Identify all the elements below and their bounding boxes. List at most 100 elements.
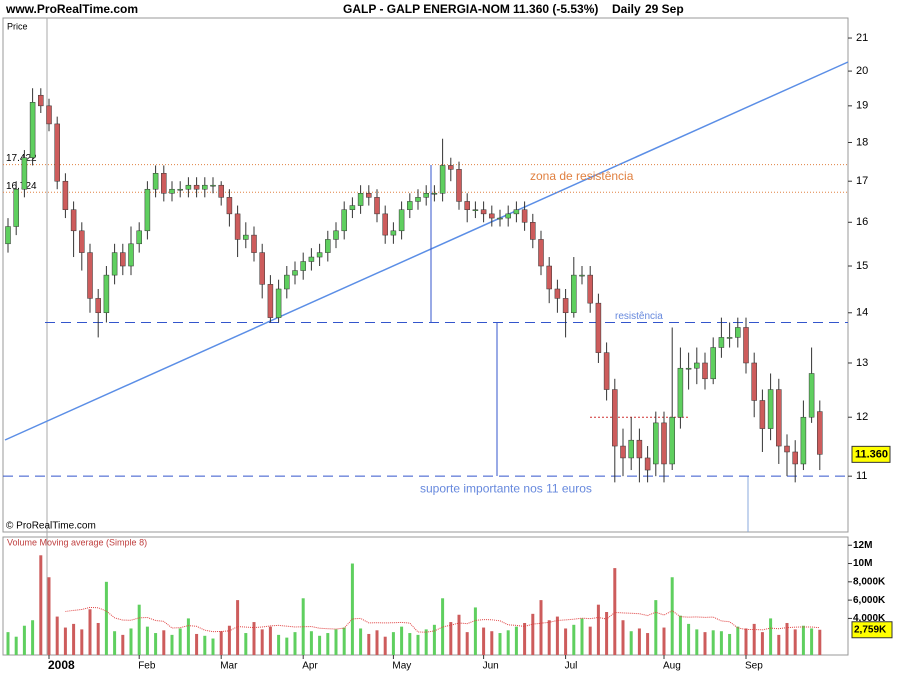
candle-body	[669, 416, 675, 465]
candle-body	[767, 389, 774, 429]
volume-bar	[449, 622, 453, 655]
candle-body	[21, 157, 28, 190]
candle-body	[62, 180, 69, 210]
volume-bar	[711, 630, 715, 655]
candle-body	[685, 367, 692, 370]
candle-body	[456, 169, 462, 202]
price-panel	[2, 17, 849, 533]
candle-body	[275, 288, 282, 318]
volume-bar	[22, 625, 26, 655]
volume-bar	[211, 638, 215, 655]
volume-bar	[80, 629, 84, 655]
candle-body	[128, 243, 134, 267]
volume-bar	[629, 631, 633, 655]
x-tick-label: Jun	[483, 661, 499, 672]
candle-body	[546, 265, 552, 290]
candle-body	[5, 226, 11, 245]
candle-body	[382, 213, 388, 236]
resistance-label: resistência	[615, 311, 663, 322]
volume-bar	[88, 609, 92, 655]
volume-bar	[654, 600, 658, 655]
volume-bar	[793, 629, 797, 655]
volume-bar	[572, 624, 576, 655]
volume-bar	[383, 636, 387, 655]
candle-body	[357, 193, 364, 206]
volume-bar	[719, 631, 723, 655]
volume-bar	[580, 618, 584, 655]
volume-tick-label: 4,000K	[853, 613, 886, 624]
candle-body	[735, 327, 741, 338]
support-label: suporte importante nos 11 euros	[420, 481, 592, 495]
y-tick-label: 15	[856, 260, 868, 272]
candle-body	[800, 416, 807, 465]
candle-body	[497, 217, 503, 220]
change: 11.360 (-5.53%)	[513, 2, 598, 16]
candle-body	[710, 347, 716, 380]
volume-bar	[400, 626, 404, 655]
candle-body	[751, 362, 757, 401]
candle-body	[308, 256, 315, 262]
volume-bar	[121, 634, 125, 655]
site: www.ProRealTime.com	[5, 2, 138, 16]
volume-bar	[342, 627, 346, 655]
candle-body	[284, 274, 290, 290]
candle-body	[431, 193, 438, 195]
candle-body	[759, 400, 766, 429]
y-tick-label: 21	[856, 32, 868, 44]
level-label: 17.422	[6, 153, 37, 164]
volume-bar	[334, 629, 338, 655]
volume-bar	[687, 623, 691, 655]
volume-bar	[564, 628, 568, 655]
volume-tick-label: 8,000K	[853, 576, 886, 587]
volume-bar	[170, 634, 174, 655]
candle-body	[743, 327, 749, 364]
volume-bar	[441, 598, 445, 655]
candle-body	[374, 197, 380, 215]
candle-body	[38, 94, 44, 107]
volume-bar	[47, 577, 51, 655]
candle-body	[390, 230, 397, 236]
candle-body	[587, 274, 593, 304]
candle-body	[571, 274, 577, 314]
volume-bar	[490, 631, 494, 655]
volume-bar	[104, 581, 108, 655]
volume-tick-label: 12M	[853, 540, 872, 551]
candle-body	[193, 184, 200, 190]
volume-bar	[613, 568, 617, 655]
candle-body	[718, 337, 725, 348]
y-label: Price	[7, 21, 28, 31]
volume-bar	[777, 634, 781, 655]
candle-body	[259, 252, 265, 285]
volume-bar	[498, 633, 502, 655]
candle-body	[530, 222, 536, 240]
candle-body	[267, 284, 274, 318]
zone-label: zona de resistência	[530, 169, 634, 183]
volume-bar	[810, 628, 814, 655]
volume-bar	[252, 622, 256, 655]
volume-bar	[703, 632, 707, 655]
candle-body	[423, 193, 429, 198]
volume-bar	[293, 632, 297, 655]
candle-body	[210, 184, 216, 187]
volume-bar	[514, 626, 518, 655]
candle-body	[234, 213, 241, 240]
candle-body	[792, 451, 798, 465]
volume-tick-label: 10M	[853, 558, 872, 569]
candle-body	[808, 373, 815, 418]
candle-body	[111, 252, 118, 276]
candle-body	[243, 234, 249, 240]
y-tick-label: 13	[856, 357, 868, 369]
volume-bar	[162, 630, 166, 655]
candle-body	[480, 209, 487, 215]
volume-bar	[408, 633, 412, 655]
volume-bar	[785, 622, 789, 655]
x-tick-label: Mar	[220, 661, 238, 672]
candle-body	[513, 209, 520, 215]
x-tick-label: Aug	[663, 661, 681, 672]
candle-body	[415, 197, 421, 202]
candle-body	[439, 165, 446, 194]
volume-bar	[531, 613, 535, 655]
trend-line	[4, 61, 849, 441]
volume-bar	[260, 629, 264, 655]
